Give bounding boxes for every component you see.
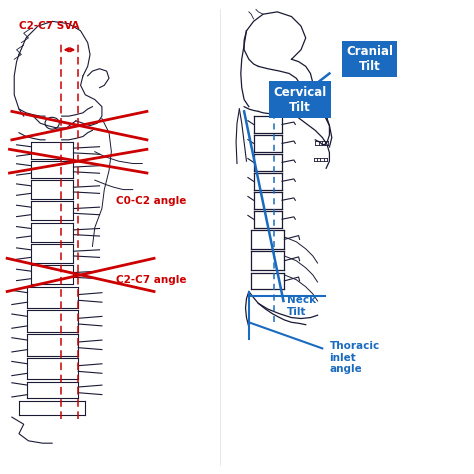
Text: Neck
Tilt: Neck Tilt [287,295,316,317]
Text: Cervical
Tilt: Cervical Tilt [273,85,327,114]
Text: Cranial
Tilt: Cranial Tilt [346,45,393,73]
Text: C2-C7 angle: C2-C7 angle [116,274,187,285]
Text: C2-C7 SVA: C2-C7 SVA [19,21,80,31]
Text: Thoracic
inlet
angle: Thoracic inlet angle [329,341,380,374]
Text: C0-C2 angle: C0-C2 angle [116,196,186,207]
